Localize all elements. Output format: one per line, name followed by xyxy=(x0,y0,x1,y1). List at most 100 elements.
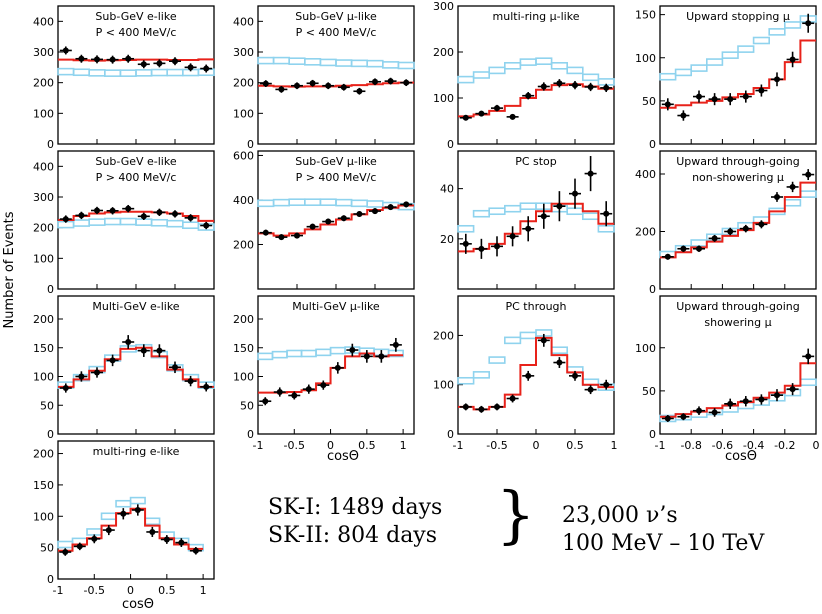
data-marker xyxy=(742,93,749,100)
panel-p12: 0 50 100 -1 -0.8 -0.6 -0.4 -0.2 0 Upward through-… xyxy=(635,295,820,452)
x-tick-label: -1 xyxy=(453,439,464,452)
x-axis-label-col4: cosΘ xyxy=(725,449,757,464)
data-point xyxy=(275,234,288,241)
panel-p10: 0 50 100 150 200 -1 -0.5 0 0.5 1 Multi-GeV μ-like xyxy=(233,295,415,452)
data-marker xyxy=(178,539,185,546)
mc-no-oscillation-bin xyxy=(182,221,200,230)
mc-no-oscillation-bin xyxy=(503,336,522,345)
mc-no-oscillation-bin xyxy=(119,69,137,77)
panel-title: Multi-GeV μ-like xyxy=(292,300,380,313)
data-marker xyxy=(62,47,69,54)
data-marker xyxy=(387,78,394,85)
data-point xyxy=(259,229,272,236)
data-marker xyxy=(156,60,163,67)
mc-no-oscillation-bin xyxy=(129,496,146,505)
neutrino-count: 23,000 ν’s xyxy=(562,503,678,528)
data-point xyxy=(259,397,272,406)
mc-no-oscillation-bin xyxy=(597,224,615,233)
data-marker xyxy=(774,392,780,399)
panel-p7: 20 40 PC stop xyxy=(440,150,615,290)
x-tick-label: -0.8 xyxy=(680,439,701,452)
y-tick-label: 150 xyxy=(635,9,656,22)
mc-no-oscillation-bin xyxy=(135,69,153,77)
data-point xyxy=(584,156,597,192)
data-point xyxy=(661,253,674,260)
data-marker xyxy=(156,347,163,354)
mc-no-oscillation-bin xyxy=(799,378,817,387)
panel-title: P < 400 MeV/c xyxy=(296,26,377,39)
data-point xyxy=(360,350,373,363)
data-marker xyxy=(320,382,327,389)
data-marker xyxy=(664,415,671,422)
y-tick-label: 100 xyxy=(33,510,54,523)
mc-no-oscillation-bin xyxy=(752,36,770,45)
data-marker xyxy=(120,510,127,517)
mc-no-oscillation-bin xyxy=(472,71,491,79)
mc-no-oscillation-bin xyxy=(381,61,400,69)
data-point xyxy=(137,60,150,69)
panel-title: PC through xyxy=(505,300,566,313)
data-point xyxy=(137,212,150,220)
y-tick-label: 100 xyxy=(433,379,454,392)
data-marker xyxy=(378,353,385,360)
data-marker xyxy=(262,80,269,87)
y-tick-label: 200 xyxy=(233,313,254,326)
data-point xyxy=(739,396,752,407)
exposure-summary: SK-I: 1489 days SK-II: 804 days xyxy=(268,494,442,550)
data-marker xyxy=(334,364,341,371)
panel-title: PC stop xyxy=(515,155,557,168)
y-tick-label: 200 xyxy=(33,313,54,326)
mc-no-oscillation-bin xyxy=(115,499,132,508)
data-point xyxy=(537,82,550,91)
data-marker xyxy=(356,88,363,95)
panel-title: Sub-GeV μ-like xyxy=(295,10,377,23)
data-point xyxy=(169,210,181,218)
data-marker xyxy=(140,213,147,220)
mc-no-oscillation-bin xyxy=(503,61,522,70)
data-point xyxy=(491,236,503,257)
data-point xyxy=(506,226,519,247)
data-point xyxy=(802,348,815,365)
mc-oscillation-line xyxy=(258,81,414,88)
data-marker xyxy=(140,61,147,68)
y-tick-label: 50 xyxy=(642,95,656,108)
data-marker xyxy=(76,543,83,550)
mc-no-oscillation-bin xyxy=(335,198,353,207)
y-tick-label: 0 xyxy=(649,283,656,296)
data-marker xyxy=(262,229,269,236)
data-marker xyxy=(494,243,500,250)
mc-no-oscillation-bin xyxy=(721,51,739,59)
data-marker xyxy=(525,372,532,379)
data-marker xyxy=(509,113,516,120)
y-tick-label: 0 xyxy=(47,138,54,151)
data-marker xyxy=(556,203,563,210)
data-point xyxy=(153,208,166,217)
data-point xyxy=(661,415,674,422)
data-point xyxy=(322,218,335,225)
x-axis-label-col2: cosΘ xyxy=(327,449,359,464)
y-tick-label: 0 xyxy=(447,428,454,441)
panel-p9: 0 50 100 150 200 Multi-GeV e-like xyxy=(33,295,215,441)
mc-no-oscillation-bin xyxy=(272,56,291,65)
data-marker xyxy=(403,79,410,86)
mc-no-oscillation-bin xyxy=(119,217,137,226)
panel-title: Upward through-going xyxy=(676,155,800,168)
y-tick-label: 300 xyxy=(33,191,54,204)
mc-oscillation-line xyxy=(58,210,214,222)
data-point xyxy=(786,383,799,396)
mc-no-oscillation-bin xyxy=(519,202,537,210)
data-point xyxy=(75,54,88,63)
mc-no-oscillation-bin xyxy=(457,75,475,84)
data-marker xyxy=(805,20,812,27)
y-tick-label: 100 xyxy=(33,252,54,265)
data-marker xyxy=(94,56,100,63)
mc-no-oscillation-bin xyxy=(300,349,317,358)
data-point xyxy=(375,350,388,363)
plot-frame xyxy=(659,150,817,290)
panel-p5: 0 100 200 300 400 Sub-GeV e-like P > 400 MeV/c xyxy=(33,150,215,296)
data-marker xyxy=(556,359,563,366)
data-marker xyxy=(805,171,812,178)
mc-no-oscillation-bin xyxy=(86,528,103,536)
data-point xyxy=(600,379,613,390)
data-point xyxy=(771,389,783,402)
